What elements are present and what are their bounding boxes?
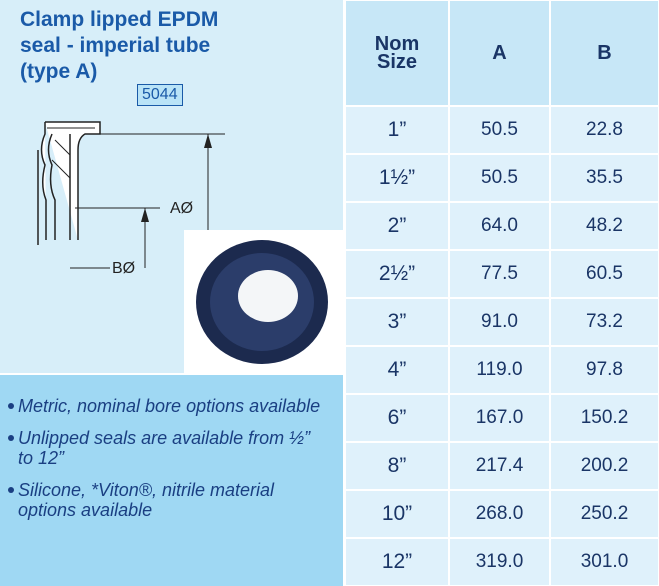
dimension-cell: 77.5 — [449, 250, 550, 298]
size-cell: 1” — [345, 106, 449, 154]
size-cell: 1½” — [345, 154, 449, 202]
dimension-cell: 50.5 — [449, 106, 550, 154]
size-cell: 2½” — [345, 250, 449, 298]
dimension-cell: 73.2 — [550, 298, 659, 346]
dimension-cell: 268.0 — [449, 490, 550, 538]
dimension-cell: 301.0 — [550, 538, 659, 586]
size-cell: 4” — [345, 346, 449, 394]
dimension-cell: 150.2 — [550, 394, 659, 442]
dimension-cell: 60.5 — [550, 250, 659, 298]
dimension-cell: 64.0 — [449, 202, 550, 250]
size-cell: 3” — [345, 298, 449, 346]
dimension-cell: 48.2 — [550, 202, 659, 250]
notes-panel — [0, 375, 343, 586]
dimension-cell: 250.2 — [550, 490, 659, 538]
dimension-label: AØ — [170, 200, 193, 217]
dimension-label: BØ — [112, 260, 135, 277]
dimension-cell: 50.5 — [449, 154, 550, 202]
column-header: B — [550, 0, 659, 106]
size-cell: 12” — [345, 538, 449, 586]
size-cell: 6” — [345, 394, 449, 442]
note: Unlipped seals are available from ½” to … — [8, 428, 328, 468]
size-cell: 2” — [345, 202, 449, 250]
dimension-cell: 97.8 — [550, 346, 659, 394]
size-cell: 10” — [345, 490, 449, 538]
dimension-cell: 319.0 — [449, 538, 550, 586]
dimension-cell: 22.8 — [550, 106, 659, 154]
title-line: Clamp lipped EPDM — [20, 8, 219, 31]
notes: Metric, nominal bore options available Un… — [8, 396, 328, 532]
note: Metric, nominal bore options available — [8, 396, 328, 416]
dimension-cell: 167.0 — [449, 394, 550, 442]
column-header: Nom Size — [345, 0, 449, 106]
product-code: 5044 — [137, 84, 183, 106]
drawing: AØ BØ — [37, 121, 343, 373]
size-cell: 8” — [345, 442, 449, 490]
column-header: A — [449, 0, 550, 106]
title-line: (type A) — [20, 60, 98, 83]
dimension-cell: 200.2 — [550, 442, 659, 490]
dimension-cell: 119.0 — [449, 346, 550, 394]
note: Silicone, *Viton®, nitrile material opti… — [8, 480, 328, 520]
title-line: seal - imperial tube — [20, 34, 211, 57]
dimension-cell: 91.0 — [449, 298, 550, 346]
dimension-cell: 217.4 — [449, 442, 550, 490]
dimension-cell: 35.5 — [550, 154, 659, 202]
